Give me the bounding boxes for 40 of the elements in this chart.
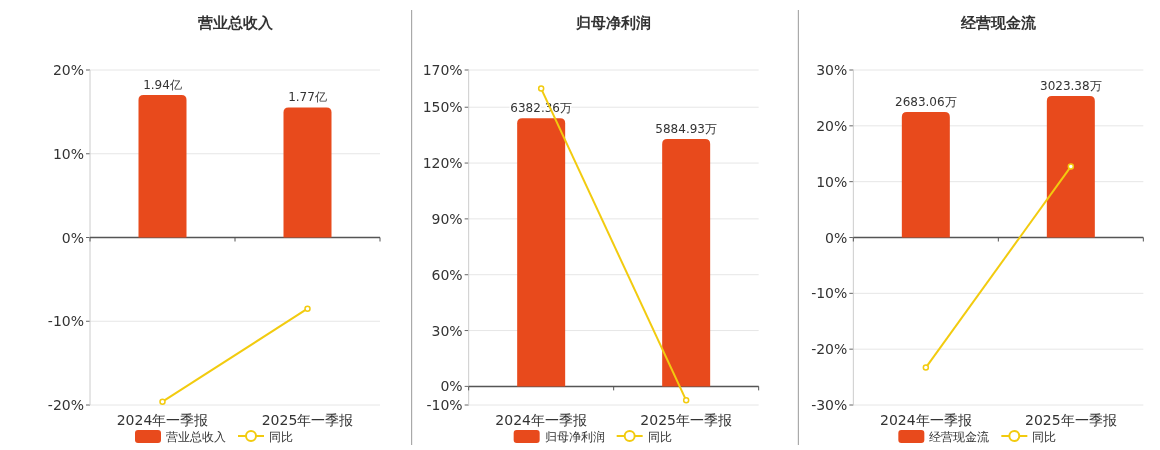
y-tick-label: 90%: [431, 210, 463, 227]
y-tick-label: -20%: [47, 397, 84, 413]
y-tick-label: 0%: [61, 229, 84, 246]
data-label: 3023.38万: [1040, 79, 1102, 94]
data-label: 2683.06万: [895, 94, 957, 109]
chart-title: 归母净利润: [575, 14, 652, 32]
data-label: 5884.93万: [655, 122, 717, 137]
data-label: 1.77亿: [288, 90, 327, 105]
y-tick-label: -10%: [426, 397, 463, 413]
x-tick-label: 2024年一季报: [116, 412, 209, 428]
y-tick-label: -30%: [811, 397, 848, 413]
chart-title: 营业总收入: [196, 14, 274, 32]
x-tick-label: 2025年一季报: [1025, 412, 1117, 428]
y-tick-label: 30%: [431, 322, 463, 339]
x-tick-label: 2024年一季报: [880, 412, 972, 428]
legend-label: 归母净利润: [544, 430, 605, 444]
y-tick-label: 0%: [825, 229, 848, 246]
y-tick-label: 120%: [422, 155, 463, 172]
y-tick-label: 150%: [422, 99, 463, 116]
chart-title: 经营现金流: [959, 14, 1037, 32]
y-tick-label: 10%: [816, 173, 848, 190]
legend-label: 营业总收入: [166, 430, 226, 444]
data-label: 1.94亿: [143, 77, 182, 92]
y-tick-label: 60%: [431, 266, 463, 283]
y-tick-label: 20%: [816, 117, 848, 134]
y-tick-label: -10%: [47, 313, 84, 330]
y-tick-label: 10%: [52, 145, 84, 162]
x-tick-label: 2025年一季报: [640, 412, 732, 428]
y-tick-label: -20%: [811, 341, 848, 358]
legend-label: 同比: [1032, 430, 1057, 444]
y-tick-label: 20%: [52, 62, 84, 78]
legend-label: 经营现金流: [929, 430, 990, 444]
x-tick-label: 2025年一季报: [261, 412, 354, 428]
y-tick-label: -10%: [811, 285, 848, 302]
y-tick-label: 30%: [816, 62, 848, 78]
y-tick-label: 0%: [440, 378, 463, 395]
legend-label: 同比: [269, 430, 293, 444]
legend-label: 同比: [647, 430, 672, 444]
x-tick-label: 2024年一季报: [495, 412, 587, 428]
y-tick-label: 170%: [422, 62, 463, 78]
